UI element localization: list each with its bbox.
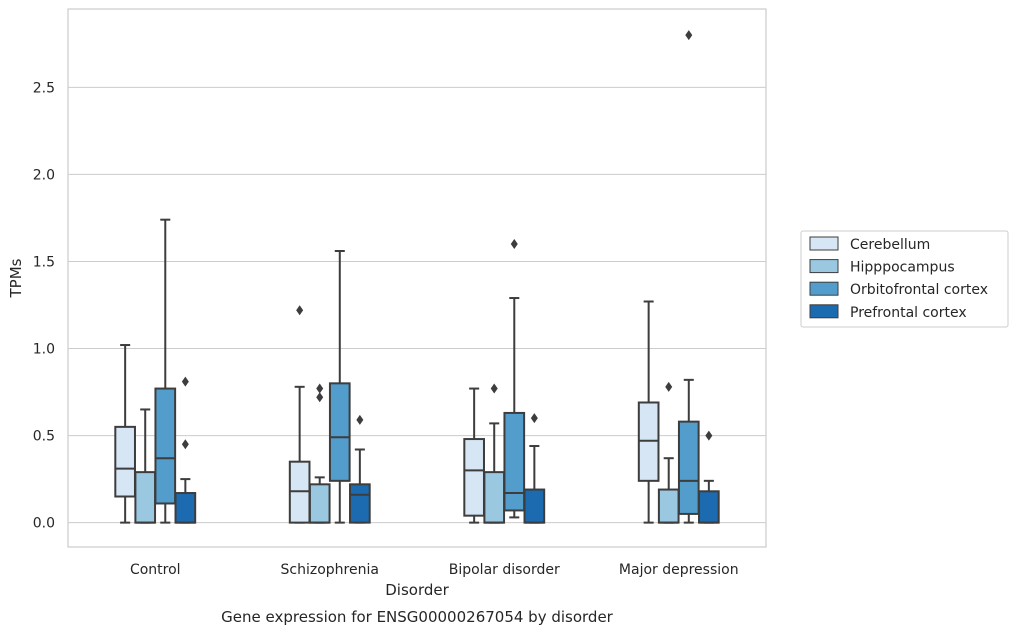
box-group [657,381,680,524]
outlier-point [316,383,324,394]
box-group [523,413,546,524]
box-group [503,239,526,519]
outlier-point [510,239,518,250]
box-group [349,414,371,524]
outlier-point [705,430,713,441]
outlier-point [530,413,538,424]
box [174,492,197,524]
legend-swatch [809,281,839,296]
y-tick-label: 1.5 [33,254,55,270]
legend-frame [800,230,1009,328]
x-tick-label: Bipolar disorder [449,562,560,578]
box [114,425,136,498]
legend-label: Cerebellum [850,237,930,253]
y-tick-label: 1.0 [33,342,55,358]
y-tick-label: 2.5 [33,80,55,96]
outlier-point [296,305,304,316]
box [523,488,546,524]
box [328,382,351,482]
box-group [463,387,485,524]
outlier-point [356,414,364,425]
outlier-point [316,392,324,403]
box [503,411,526,512]
box-group [698,430,720,524]
outlier-point [181,439,189,450]
box-series-layer [114,30,720,524]
box [134,471,157,524]
x-axis-label: Disorder [385,581,449,599]
legend-label: Prefrontal cortex [850,305,967,321]
legend-swatch [809,236,839,251]
box [308,483,331,524]
legend: Cerebellum Hipppocampus Orbitofrontal cort… [800,230,1009,328]
x-tick-label: Major depression [619,562,739,578]
box [698,490,720,524]
x-tick-labels: Control Schizophrenia Bipolar disorder Majo… [130,562,739,578]
box-group [154,218,177,524]
box-group [114,344,136,524]
box [463,438,485,517]
box-group [174,376,197,524]
box-group [677,30,700,524]
box [154,387,177,505]
y-axis-label: TPMs [7,258,25,298]
legend-label: Hipppocampus [850,260,955,276]
box [677,420,700,515]
x-tick-label: Schizophrenia [281,562,379,578]
legend-swatch [809,259,839,274]
y-tick-label: 0.5 [33,429,55,445]
x-tick-label: Control [130,562,181,578]
y-tick-label: 2.0 [33,167,55,183]
legend-label: Orbitofrontal cortex [850,282,988,298]
outlier-point [490,383,498,394]
outlier-point [665,381,673,392]
series-hipppocampus [134,381,680,524]
box-group [308,383,331,524]
legend-swatch [809,304,839,319]
series-prefrontal-cortex [174,376,720,524]
chart-caption: Gene expression for ENSG00000267054 by d… [221,608,614,626]
y-tick-label: 0.0 [33,516,55,532]
outlier-point [685,30,693,41]
box [657,488,680,524]
box-group [637,300,660,524]
box-group [328,250,351,524]
outlier-point [181,376,189,387]
box [349,483,371,524]
series-cerebellum [114,300,660,524]
y-tick-labels: 0.0 0.5 1.0 1.5 2.0 2.5 [33,80,55,531]
box [483,471,506,524]
series-orbitofrontal-cortex [154,30,700,524]
